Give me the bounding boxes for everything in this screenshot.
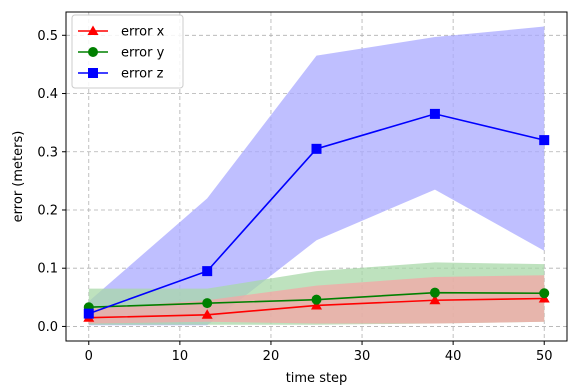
point-error-x	[201, 309, 213, 319]
legend-label-error-x: error x	[121, 25, 165, 40]
x-tick-label: 20	[263, 349, 280, 364]
x-tick-label: 40	[445, 349, 462, 364]
y-tick-label: 0.0	[37, 320, 58, 335]
y-tick-label: 0.4	[37, 87, 58, 102]
axis-ticks: 0 10 20 30 40 50 0.0 0.1 0.2 0.3 0.4 0.5	[37, 29, 552, 364]
x-tick-label: 0	[85, 349, 93, 364]
point-error-y	[429, 287, 440, 298]
legend-marker-error-x	[87, 25, 99, 35]
point-error-z	[83, 308, 94, 319]
legend-label-error-z: error z	[121, 67, 164, 82]
y-tick-label: 0.5	[37, 29, 58, 44]
y-tick-label: 0.3	[37, 145, 58, 160]
point-error-z	[429, 108, 440, 119]
point-error-z	[311, 143, 322, 154]
point-error-x	[311, 299, 322, 310]
legend-marker-error-y	[88, 47, 98, 57]
y-axis-label: error (meters)	[11, 131, 26, 223]
point-error-x	[429, 294, 441, 305]
point-error-z	[539, 135, 550, 146]
legend: error x error y error z	[71, 14, 184, 89]
band-error-z	[88, 26, 545, 326]
point-error-y	[311, 294, 322, 305]
x-tick-label: 30	[354, 349, 371, 364]
y-tick-label: 0.2	[37, 203, 58, 218]
y-tick-label: 0.1	[37, 262, 58, 277]
point-error-y	[539, 288, 550, 299]
legend-label-error-y: error y	[121, 46, 165, 61]
x-tick-label: 50	[536, 349, 553, 364]
legend-marker-error-z	[88, 68, 98, 78]
point-error-z	[202, 266, 213, 277]
legend-box	[71, 14, 184, 89]
point-error-y	[202, 298, 213, 309]
plot-frame	[65, 11, 568, 342]
x-axis-label: time step	[286, 371, 348, 385]
series-markers	[83, 108, 550, 322]
x-tick-label: 10	[172, 349, 189, 364]
